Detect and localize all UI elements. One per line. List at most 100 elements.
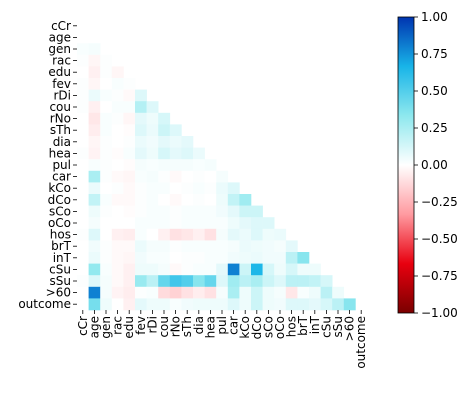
heatmap-cell-brT-dia — [193, 240, 205, 253]
heatmap-cell-brT-cou — [158, 240, 171, 253]
heatmap-cell-pul-edu — [123, 159, 136, 172]
y-tick-label: cCr — [51, 19, 71, 33]
x-tick-label: rac — [111, 316, 125, 335]
heatmap-cell-sCo-fev — [135, 205, 147, 218]
heatmap-cell->60-inT — [309, 286, 321, 299]
x-tick-label: car — [227, 316, 241, 335]
x-tick-label: oCo — [273, 316, 287, 339]
heatmap-cell-hea-rNo — [169, 147, 182, 160]
heatmap-cell-sSu-fev — [135, 275, 147, 288]
heatmap-cell-brT-dCo — [251, 240, 263, 253]
heatmap-cell-brT-cCr — [77, 240, 89, 253]
heatmap-cell-car-rDi — [146, 170, 159, 183]
heatmap-cell-fev-rac — [111, 78, 124, 90]
heatmap-cell-sTh-age — [88, 124, 101, 137]
heatmap-cell-hos-dCo — [251, 228, 263, 241]
heatmap-cells — [77, 31, 356, 311]
heatmap-cell-sCo-kCo — [239, 205, 252, 218]
colorbar-tick-label: −0.50 — [421, 232, 458, 246]
heatmap-cell-rNo-gen — [100, 112, 113, 125]
heatmap-cell-pul-gen — [100, 159, 113, 172]
heatmap-cell-dCo-rNo — [169, 194, 182, 206]
heatmap-cell-brT-sCo — [262, 240, 275, 253]
heatmap-cell-edu-gen — [100, 66, 113, 79]
heatmap-cell-rNo-age — [88, 112, 101, 125]
heatmap-cell-outcome-rNo — [169, 298, 182, 311]
heatmap-cell-car-sTh — [181, 170, 194, 183]
heatmap-cell-car-edu — [123, 170, 136, 183]
heatmap-cell-sSu-kCo — [239, 275, 252, 288]
heatmap-cell-outcome-kCo — [239, 298, 252, 311]
y-tick-label: rDi — [53, 88, 71, 102]
heatmap-cell-dCo-rDi — [146, 194, 159, 206]
heatmap-cell-cou-rac — [111, 101, 124, 114]
heatmap-cell-dia-sTh — [181, 136, 194, 148]
heatmap-cell-hos-rDi — [146, 228, 159, 241]
colorbar: −1.00 −0.75 −0.50 −0.25 0.00 0.25 0.50 0.75 1.00 — [397, 10, 458, 320]
heatmap-cell-sTh-rNo — [169, 124, 182, 137]
heatmap-cell-sCo-rDi — [146, 205, 159, 218]
heatmap-cell-sCo-age — [88, 205, 101, 218]
heatmap-cell->60-rNo — [169, 286, 182, 299]
heatmap-cell-hos-sTh — [181, 228, 194, 241]
heatmap-cell-kCo-pul — [216, 182, 229, 195]
heatmap-cell-sSu-rDi — [146, 275, 159, 288]
y-tick-label: edu — [48, 65, 71, 79]
heatmap-cell-hea-cCr — [77, 147, 89, 160]
heatmap-cell-inT-kCo — [239, 252, 252, 264]
heatmap-cell-rDi-gen — [100, 89, 113, 102]
heatmap-cell-kCo-hea — [204, 182, 217, 195]
heatmap-cell-dCo-cou — [158, 194, 171, 206]
heatmap-cell-sTh-cCr — [77, 124, 89, 137]
heatmap-cell-outcome-sTh — [181, 298, 194, 311]
heatmap-cell-outcome-cSu — [320, 298, 333, 311]
y-tick-label: >60 — [46, 286, 71, 300]
heatmap-cell-outcome-dia — [193, 298, 205, 311]
heatmap-cell-outcome-rac — [111, 298, 124, 311]
heatmap-cell-dCo-gen — [100, 194, 113, 206]
heatmap-cell-cSu-rNo — [169, 263, 182, 276]
heatmap-cell-inT-pul — [216, 252, 229, 264]
heatmap-cell-dCo-edu — [123, 194, 136, 206]
heatmap-cell->60-age — [88, 286, 101, 299]
heatmap-cell-car-hea — [204, 170, 217, 183]
x-tick-label: brT — [296, 315, 310, 336]
heatmap-cell->60-gen — [100, 286, 113, 299]
heatmap-cell-hos-cCr — [77, 228, 89, 241]
heatmap-cell-oCo-sTh — [181, 217, 194, 230]
heatmap-cell-pul-hea — [204, 159, 217, 172]
heatmap-cell-cSu-brT — [297, 263, 310, 276]
heatmap-cell-outcome-cou — [158, 298, 171, 311]
heatmap-cell-sTh-cou — [158, 124, 171, 137]
heatmap-cell-sSu-cSu — [320, 275, 333, 288]
heatmap-cell-oCo-fev — [135, 217, 147, 230]
heatmap-cell-sSu-oCo — [274, 275, 287, 288]
x-tick-label: inT — [308, 315, 322, 334]
heatmap-cell-cou-gen — [100, 101, 113, 114]
colorbar-tick-label: −0.75 — [421, 269, 458, 283]
heatmap-cell-oCo-rac — [111, 217, 124, 230]
y-tick-label: dCo — [48, 193, 71, 207]
heatmap-cell-dCo-hea — [204, 194, 217, 206]
heatmap-cell-dia-age — [88, 136, 101, 148]
heatmap-cell->60-cou — [158, 286, 171, 299]
colorbar-tick-label: 0.50 — [421, 84, 448, 98]
heatmap-cell-hea-fev — [135, 147, 147, 160]
heatmap-cell-sCo-pul — [216, 205, 229, 218]
heatmap-cell-dia-rNo — [169, 136, 182, 148]
heatmap-cell-brT-hea — [204, 240, 217, 253]
heatmap-cell-hos-cou — [158, 228, 171, 241]
heatmap-cell-edu-rac — [111, 66, 124, 79]
heatmap-cell-kCo-age — [88, 182, 101, 195]
heatmap-cell-car-cou — [158, 170, 171, 183]
colorbar-gradient — [397, 16, 415, 314]
heatmap-cell-dCo-rac — [111, 194, 124, 206]
heatmap-cell-cSu-hea — [204, 263, 217, 276]
heatmap-cell-edu-cCr — [77, 66, 89, 79]
heatmap-cell-dCo-dia — [193, 194, 205, 206]
heatmap-cell->60-cSu — [320, 286, 333, 299]
heatmap-cell-brT-fev — [135, 240, 147, 253]
heatmap-cell-rDi-age — [88, 89, 101, 102]
heatmap-cell-hea-cou — [158, 147, 171, 160]
heatmap-cell->60-cCr — [77, 286, 89, 299]
